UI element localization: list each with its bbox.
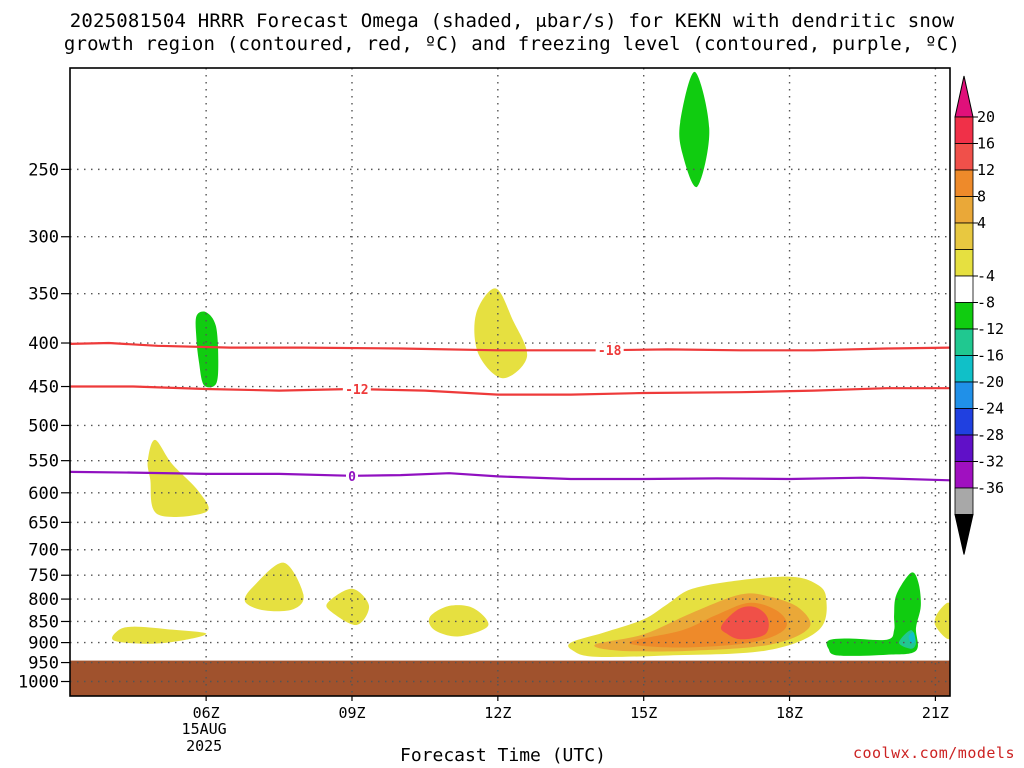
colorbar-segment-8 bbox=[954, 328, 974, 356]
colorbar-segment-0 bbox=[954, 116, 974, 144]
x-tick-label-12Z: 12Z bbox=[484, 704, 511, 722]
colorbar-label-5: -4 bbox=[977, 267, 995, 285]
y-tick-label-700: 700 bbox=[28, 541, 59, 561]
y-tick-label-550: 550 bbox=[28, 452, 59, 472]
colorbar-segment-12 bbox=[954, 434, 974, 462]
y-tick-label-400: 400 bbox=[28, 334, 59, 354]
contour-label-2: 0 bbox=[348, 470, 356, 485]
omega-region-14 bbox=[908, 632, 916, 644]
colorbar-top-arrow bbox=[954, 75, 974, 118]
colorbar-bottom-arrow bbox=[954, 514, 974, 555]
colorbar-segment-14 bbox=[954, 487, 974, 515]
omega-region-4 bbox=[326, 588, 370, 626]
y-tick-label-800: 800 bbox=[28, 590, 59, 610]
x-tick-sublabel-06Z-0: 15AUG bbox=[182, 720, 227, 738]
x-tick-label-09Z: 09Z bbox=[338, 704, 365, 722]
omega-region-11 bbox=[720, 606, 769, 640]
colorbar-label-0: 20 bbox=[977, 108, 995, 126]
x-axis-title: Forecast Time (UTC) bbox=[400, 745, 606, 766]
omega-region-2 bbox=[195, 311, 219, 388]
colorbar-label-4: 4 bbox=[977, 214, 986, 232]
colorbar-segment-3 bbox=[954, 196, 974, 224]
colorbar-segment-5 bbox=[954, 249, 974, 277]
y-tick-label-450: 450 bbox=[28, 378, 59, 398]
x-tick-label-21Z: 21Z bbox=[922, 704, 949, 722]
omega-region-15 bbox=[934, 602, 950, 640]
omega-shading-layer bbox=[112, 71, 950, 657]
omega-region-6 bbox=[474, 288, 528, 379]
colorbar-segment-2 bbox=[954, 169, 974, 197]
x-tick-label-06Z: 06Z bbox=[193, 704, 220, 722]
contour-label-bg-0 bbox=[595, 343, 624, 358]
omega-region-0 bbox=[147, 439, 209, 517]
colorbar-label-11: -28 bbox=[977, 426, 1004, 444]
colorbar-label-1: 16 bbox=[977, 135, 995, 153]
colorbar-label-6: -8 bbox=[977, 294, 995, 312]
colorbar-legend: 20 16 12 8 4 -4 -8 -12 -16 -20 -24 -28 -32 -36 bbox=[954, 75, 1004, 555]
colorbar-label-13: -36 bbox=[977, 479, 1004, 497]
colorbar-label-10: -24 bbox=[977, 400, 1004, 418]
plot-frame bbox=[69, 67, 951, 697]
colorbar-segment-1 bbox=[954, 143, 974, 171]
y-tick-label-950: 950 bbox=[28, 654, 59, 674]
colorbar-label-12: -32 bbox=[977, 453, 1004, 471]
colorbar-segment-7 bbox=[954, 302, 974, 330]
omega-region-7 bbox=[679, 71, 710, 188]
contour-line-0 bbox=[70, 341, 950, 352]
y-tick-label-350: 350 bbox=[28, 285, 59, 305]
y-tick-label-250: 250 bbox=[28, 160, 59, 180]
colorbar-segment-10 bbox=[954, 381, 974, 409]
colorbar-segment-11 bbox=[954, 408, 974, 436]
temperature-contours: -18 -12 0 bbox=[70, 341, 950, 485]
contour-line-2 bbox=[70, 470, 950, 482]
contour-label-bg-2 bbox=[345, 468, 358, 483]
colorbar-segment-6 bbox=[954, 275, 974, 303]
omega-region-3 bbox=[244, 562, 304, 612]
chart-title-line-2: growth region (contoured, red, ºC) and f… bbox=[63, 33, 961, 55]
contour-label-0: -18 bbox=[598, 344, 622, 359]
contour-line-1 bbox=[70, 385, 950, 396]
x-tick-sublabel-06Z-1: 2025 bbox=[186, 737, 222, 755]
colorbar-segment-9 bbox=[954, 355, 974, 383]
omega-region-5 bbox=[428, 605, 489, 637]
y-tick-label-900: 900 bbox=[28, 634, 59, 654]
colorbar-segment-4 bbox=[954, 222, 974, 250]
chart-title-line-1: 2025081504 HRRR Forecast Omega (shaded, … bbox=[69, 10, 955, 32]
x-tick-label-18Z: 18Z bbox=[776, 704, 803, 722]
omega-region-1 bbox=[112, 626, 207, 644]
terrain-below-ground bbox=[70, 660, 950, 696]
y-tick-label-850: 850 bbox=[28, 612, 59, 632]
y-tick-label-750: 750 bbox=[28, 566, 59, 586]
x-tick-label-15Z: 15Z bbox=[630, 704, 657, 722]
colorbar-label-9: -20 bbox=[977, 373, 1004, 391]
omega-region-12 bbox=[826, 572, 921, 656]
site-credit: coolwx.com/models bbox=[852, 744, 1015, 762]
y-tick-label-300: 300 bbox=[28, 228, 59, 248]
y-tick-label-1000: 1000 bbox=[18, 673, 59, 693]
y-tick-label-500: 500 bbox=[28, 416, 59, 436]
y-tick-label-600: 600 bbox=[28, 484, 59, 504]
contour-label-1: -12 bbox=[345, 383, 368, 398]
colorbar-label-7: -12 bbox=[977, 320, 1004, 338]
colorbar-segment-13 bbox=[954, 461, 974, 489]
y-tick-label-650: 650 bbox=[28, 513, 59, 533]
y-axis-ticks: 2503003504004505005506006507007508008509… bbox=[18, 160, 70, 693]
colorbar-label-2: 12 bbox=[977, 161, 995, 179]
contour-label-bg-1 bbox=[342, 382, 371, 397]
colorbar-label-3: 8 bbox=[977, 188, 986, 206]
colorbar-label-8: -16 bbox=[977, 347, 1004, 365]
